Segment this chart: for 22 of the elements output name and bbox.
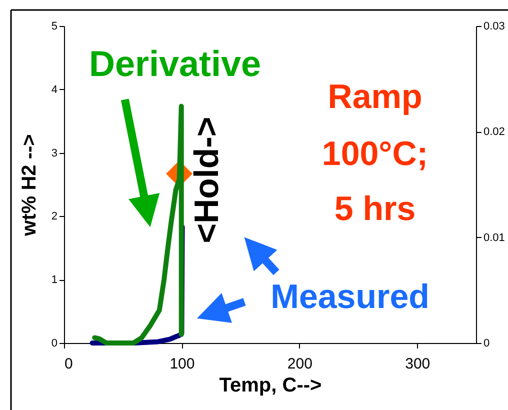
y2-tick-label: 0.03 xyxy=(484,20,505,32)
y-tick-label: 0 xyxy=(51,338,58,350)
annotation: 100°C; xyxy=(322,135,428,173)
y2-tick-label: 0 xyxy=(484,338,490,350)
y-tick-label: 2 xyxy=(51,210,58,223)
y-axis-title: wt% H2 --> xyxy=(18,134,40,237)
y-tick-label: 5 xyxy=(51,20,58,32)
y2-tick-label: 0.02 xyxy=(484,126,505,138)
annotation: Ramp xyxy=(328,78,422,116)
x-tick-label: 300 xyxy=(405,356,430,372)
x-tick-label: 0 xyxy=(64,356,73,372)
x-axis-title: Temp, C--> xyxy=(219,374,322,396)
y-tick-label: 4 xyxy=(51,84,58,96)
y2-tick-label: 0.01 xyxy=(484,232,505,244)
y-tick-label: 3 xyxy=(51,147,58,160)
y-tick-label: 1 xyxy=(51,274,58,286)
annotation: 5 hrs xyxy=(334,190,416,228)
x-tick-label: 200 xyxy=(287,356,312,372)
annotation: Measured xyxy=(270,278,430,316)
annotation: <Hold-> xyxy=(188,116,226,244)
x-tick-label: 100 xyxy=(170,356,195,372)
annotation: Derivative xyxy=(88,43,262,84)
